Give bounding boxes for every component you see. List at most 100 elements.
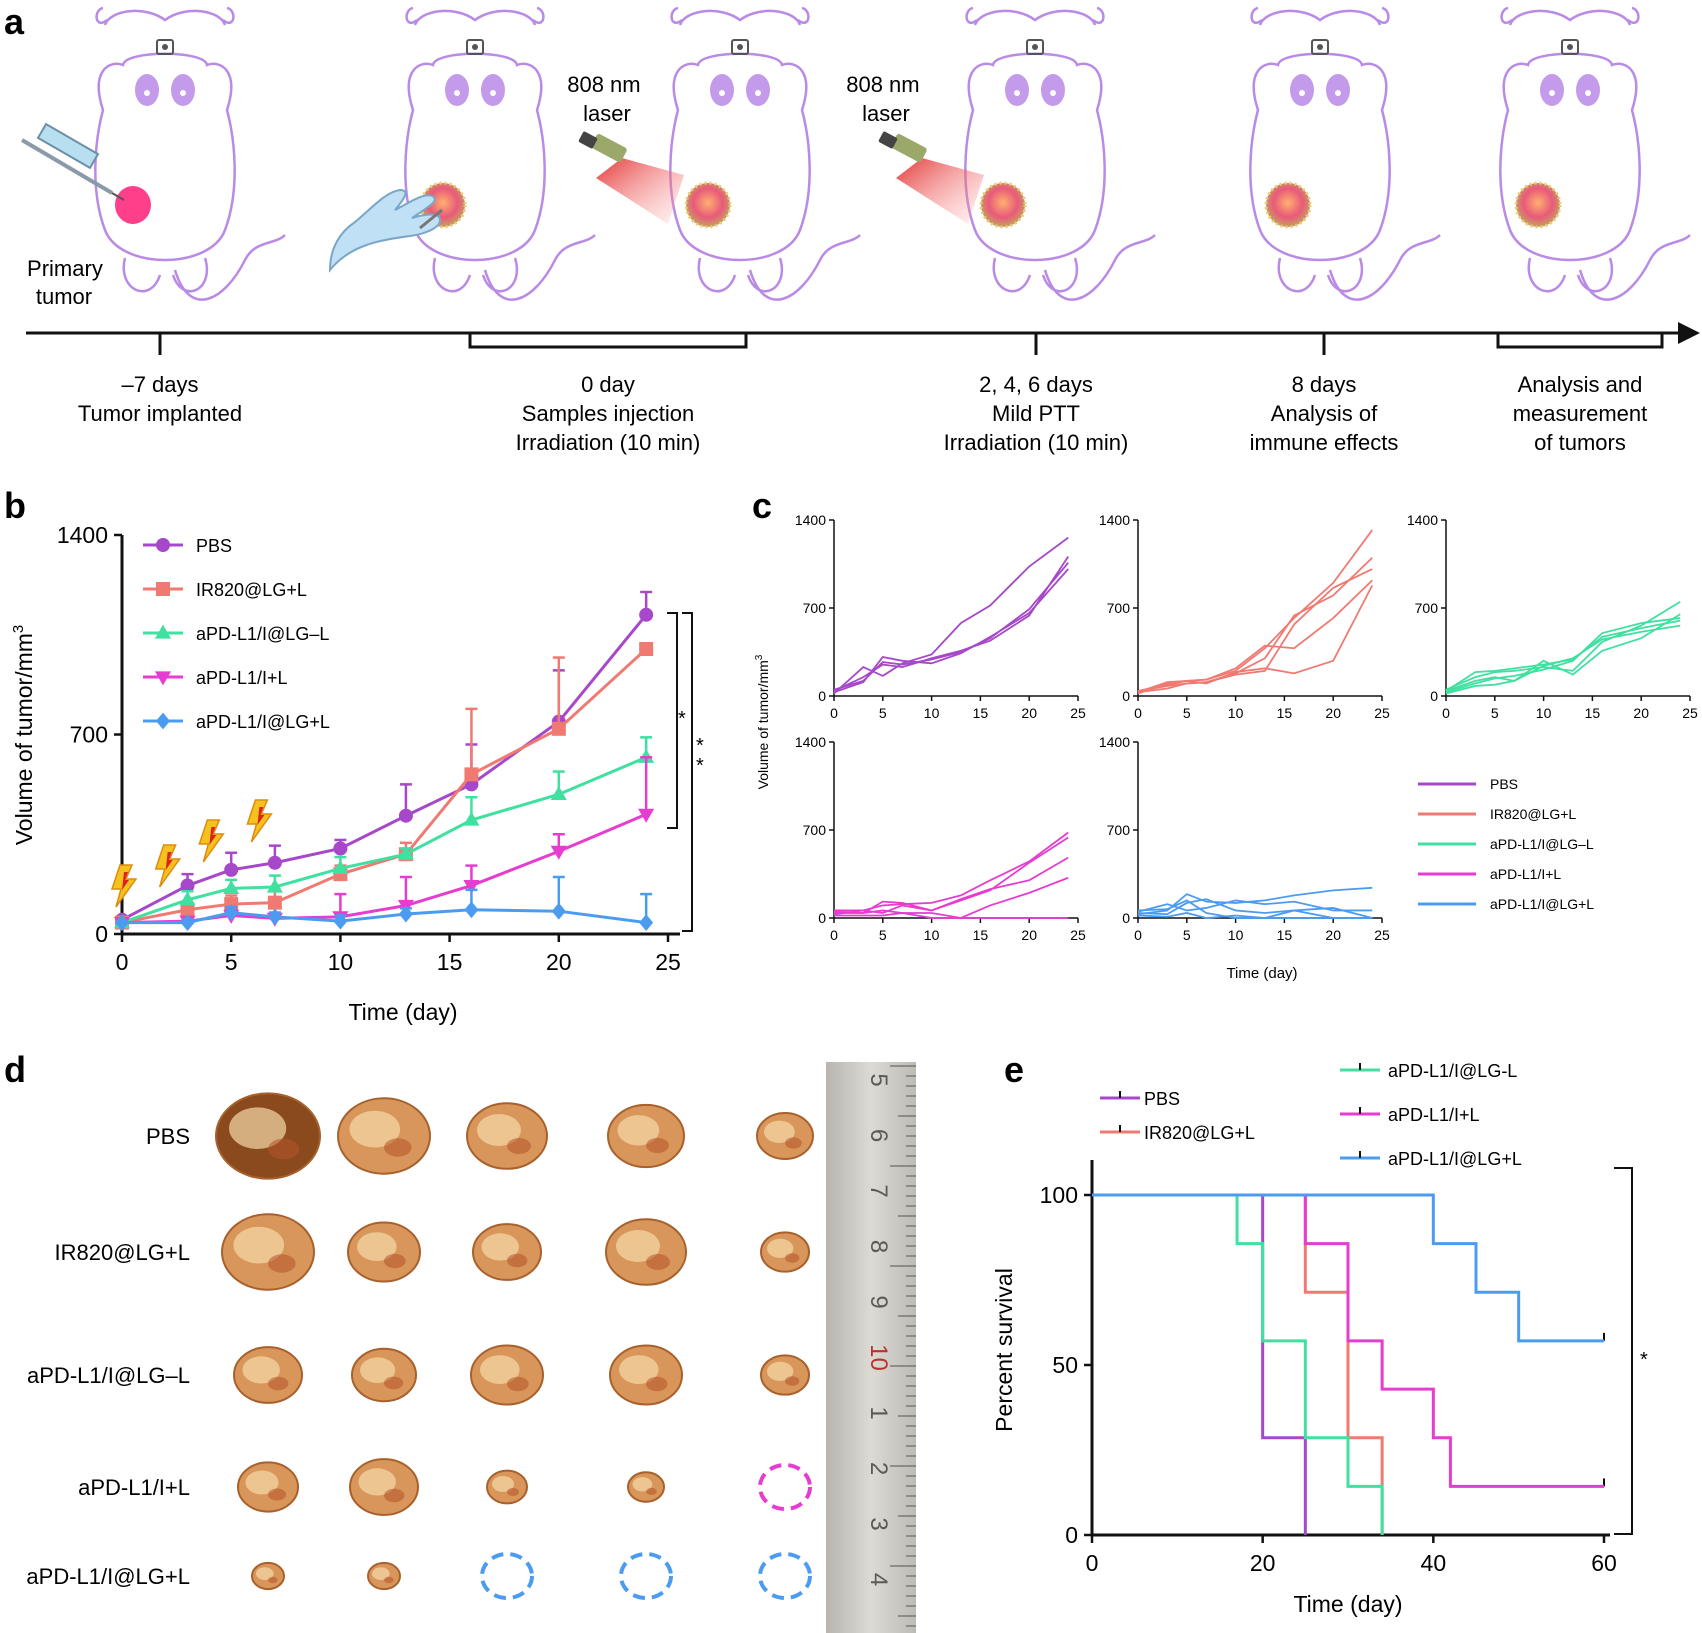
b-ticks: 0 5 10 15 20 25 0 700 1400 (57, 522, 681, 975)
data-point (224, 862, 239, 877)
individual-curve (1445, 619, 1681, 692)
legend-item: aPD-L1/I+L (1418, 866, 1561, 882)
legend-label: IR820@LG+L (1490, 806, 1576, 822)
tumor-photo (347, 1221, 421, 1283)
row-label: PBS (146, 1124, 190, 1149)
tumor-nanoparticle-icon (979, 181, 1027, 229)
ruler-number: 6 (865, 1129, 892, 1142)
empty-tumor-circle (619, 1552, 673, 1600)
x-tick-label: 20 (1325, 705, 1341, 721)
x-tick-label: 20 (1633, 705, 1649, 721)
lightning-core (122, 872, 129, 890)
lightning-core (165, 852, 173, 870)
legend-label: aPD-L1/I+L (1388, 1105, 1480, 1125)
e-x-label: Time (day) (1293, 1591, 1402, 1617)
legend-label: IR820@LG+L (1144, 1123, 1255, 1143)
x-tick-label: 40 (1421, 1550, 1447, 1576)
tumor-photo (760, 1231, 810, 1273)
b-sig-2: * * (696, 735, 704, 777)
ruler: 5 6 7 8 9 10 1 2 3 4 (826, 1062, 916, 1633)
survival-lg_plus (1092, 1193, 1605, 1343)
legend-label: aPD-L1/I@LG+L (1490, 896, 1594, 912)
series-line (121, 812, 647, 925)
gloved-hand-icon (328, 188, 443, 273)
x-tick-label: 0 (830, 705, 838, 721)
data-point (180, 902, 195, 917)
x-tick-label: 20 (1250, 1550, 1276, 1576)
x-tick-label: 0 (1086, 1550, 1099, 1576)
tumor-photo (466, 1102, 548, 1170)
laser-label: 808 nm laser (567, 72, 647, 126)
individual-curve (1137, 584, 1374, 695)
e-significance-bracket (1614, 1167, 1633, 1535)
x-tick-label: 0 (830, 927, 838, 943)
x-tick-label: 10 (1536, 705, 1552, 721)
c-x-label: Time (day) (1226, 965, 1297, 982)
x-tick-label: 0 (1442, 705, 1450, 721)
legend-item: IR820@LG+L (143, 580, 307, 600)
survival-curve (1092, 1193, 1384, 1535)
tumor-photo (337, 1097, 431, 1175)
ruler-number: 5 (865, 1073, 892, 1086)
e-legend: PBS IR820@LG+L aPD-L1/I@LG-L aPD-L1/I+L aPD-… (1100, 1061, 1522, 1169)
data-point (156, 712, 170, 730)
y-tick-label: 0 (818, 688, 826, 704)
y-tick-label: 0 (818, 910, 826, 926)
tumor-photo (237, 1461, 299, 1513)
tumor-photo (367, 1561, 401, 1591)
tumor-nanoparticle-icon (684, 181, 732, 229)
tumor-photo (351, 1347, 417, 1403)
x-tick-label: 0 (116, 949, 129, 975)
timeline-label: –7 days Tumor implanted (78, 372, 242, 426)
legend-label: aPD-L1/I+L (1490, 866, 1561, 882)
row-label: aPD-L1/I+L (78, 1475, 190, 1500)
c-panel-lg_plus: 0 5 10 15 20 25 0 700 1400 (1099, 734, 1390, 943)
row-label: aPD-L1/I@LG+L (26, 1564, 190, 1589)
y-tick-label: 1400 (795, 734, 826, 750)
legend-item: IR820@LG+L (1418, 806, 1576, 822)
legend-item: PBS (1100, 1089, 1180, 1109)
legend-item: aPD-L1/I+L (143, 668, 288, 688)
data-point (638, 748, 655, 763)
individual-curve (834, 831, 1069, 912)
survival-ir820 (1092, 1193, 1384, 1535)
timeline-axis (26, 331, 1678, 355)
individual-curve (1137, 909, 1373, 919)
timeline-label: 2, 4, 6 days Mild PTT Irradiation (10 min) (944, 372, 1129, 455)
lightning-core (257, 807, 265, 825)
empty-tumor-circle (758, 1463, 812, 1511)
x-tick-label: 10 (1228, 927, 1244, 943)
y-tick-label: 0 (1122, 688, 1130, 704)
data-point (267, 895, 282, 910)
data-point (154, 671, 172, 686)
data-point (463, 811, 480, 826)
x-tick-label: 5 (879, 705, 887, 721)
individual-curve (1137, 568, 1373, 694)
x-tick-label: 20 (1325, 927, 1341, 943)
panel-e: e Percent survival Time (day) 0 20 40 60 0 50… (991, 1049, 1648, 1617)
data-point (267, 855, 282, 870)
tumor-photo (486, 1469, 528, 1505)
d-row-labels: PBS IR820@LG+L aPD-L1/I@LG–L aPD-L1/I+L aPD-… (26, 1124, 190, 1589)
x-tick-label: 15 (1277, 705, 1293, 721)
data-point (464, 901, 479, 919)
x-tick-label: 25 (1070, 705, 1086, 721)
individual-curve (1445, 624, 1681, 695)
x-tick-label: 15 (437, 949, 463, 975)
y-tick-label: 1400 (1407, 512, 1438, 528)
y-tick-label: 700 (1107, 822, 1131, 838)
x-tick-label: 25 (655, 949, 681, 975)
mouse-icon (1249, 6, 1441, 301)
data-point (267, 908, 282, 926)
x-tick-label: 15 (973, 705, 989, 721)
legend-label: PBS (1144, 1089, 1180, 1109)
individual-curve (833, 568, 1069, 694)
c-y-label: Volume of tumor/mm3 (754, 654, 771, 789)
data-point (639, 607, 654, 622)
individual-curve (1137, 898, 1373, 919)
syringe-icon (20, 122, 125, 201)
c-panel-ir820: 0 5 10 15 20 25 0 700 1400 (1099, 512, 1390, 721)
data-point (398, 905, 413, 923)
x-tick-label: 20 (1021, 927, 1037, 943)
